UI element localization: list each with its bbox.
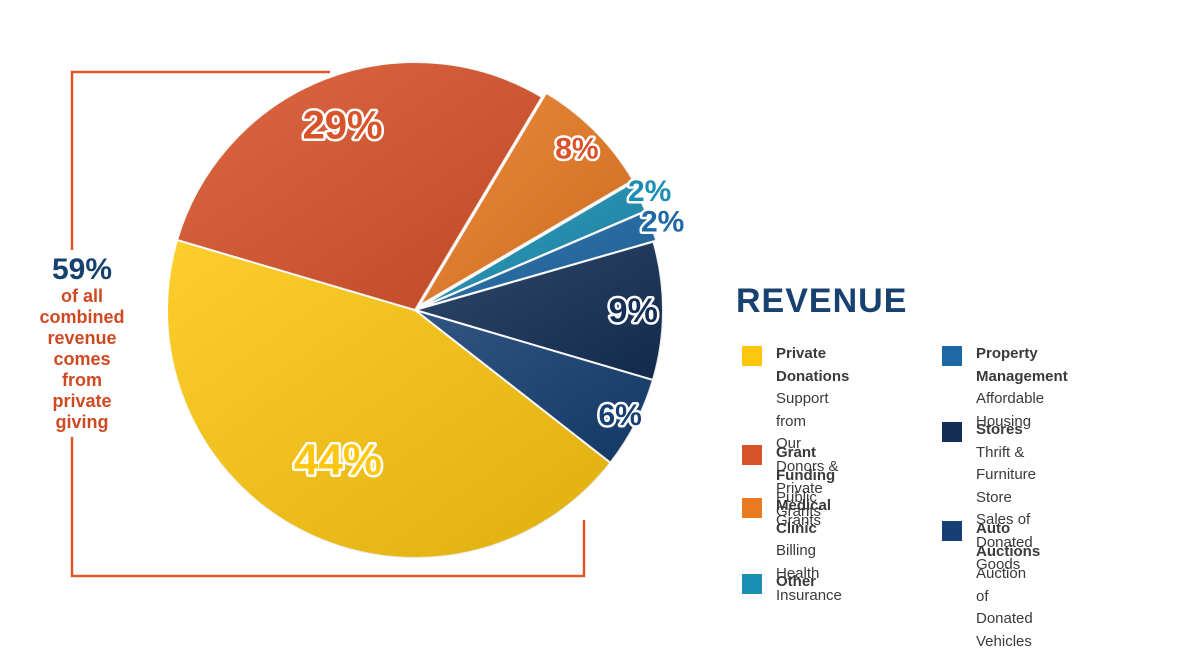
- legend-swatch: [942, 346, 962, 366]
- callout-line: giving: [55, 412, 109, 432]
- pie-data-label: 44%: [294, 435, 382, 484]
- legend-item-name: Medical Clinic: [776, 497, 832, 537]
- legend-swatch: [742, 346, 762, 366]
- legend-item-name: Property: [976, 345, 1038, 362]
- pie-slice-shading: [419, 92, 634, 306]
- legend-item-desc: Private Grants: [776, 480, 823, 520]
- legend-item-desc: Support from: [776, 390, 829, 430]
- legend-item-name: Management: [976, 367, 1068, 385]
- pie-slice-shading: [177, 62, 542, 310]
- pie-data-label: 2%: [641, 205, 684, 238]
- pie-slice-shading: [166, 239, 611, 559]
- legend-item-desc: Store Sales of: [976, 488, 1031, 529]
- legend-item-desc: Public Grants: [776, 489, 822, 529]
- private-giving-bracket: [70, 70, 586, 578]
- private-giving-callout: 59% of all combined revenue comes from p…: [22, 250, 142, 437]
- legend-item-name: Grant Funding: [776, 444, 836, 484]
- pie-slice-shading: [417, 211, 657, 309]
- pie-slice-shading: [417, 183, 646, 309]
- legend-item-other: Other: [742, 571, 816, 594]
- legend-item-name: Private Donations: [776, 345, 850, 385]
- legend-item-desc: Insurance: [776, 587, 842, 604]
- legend-swatch: [942, 422, 962, 442]
- legend-swatch: [742, 498, 762, 518]
- pie-data-label: 6%: [598, 399, 641, 432]
- legend-item-property-management: Property Management Affordable Housing: [942, 343, 1068, 433]
- callout-line: from: [62, 370, 102, 390]
- legend-item-desc: Thrift & Furniture: [976, 443, 1037, 484]
- callout-line: of all: [60, 286, 103, 306]
- legend-item-grant-funding: Grant Funding Public Grants: [742, 442, 835, 532]
- callout-line: revenue: [47, 328, 117, 348]
- legend-item-name: Stores: [976, 421, 1023, 438]
- pie-slice-shading: [415, 310, 653, 463]
- legend-item-desc: Donated Vehicles: [976, 610, 1033, 650]
- legend-item-desc: Auction of: [976, 565, 1027, 605]
- callout-line: combined: [39, 307, 125, 327]
- legend-swatch: [742, 445, 762, 465]
- legend-item-desc: Donated Goods: [976, 533, 1033, 574]
- legend-swatch: [942, 521, 962, 541]
- legend-title: REVENUE: [736, 282, 908, 320]
- legend-item-stores: Stores Thrift & Furniture Store Sales of…: [942, 419, 1036, 577]
- legend-item-medical-clinic: Medical Clinic Billing Health Insurance: [742, 495, 842, 608]
- legend-item-desc: Affordable Housing: [976, 390, 1045, 430]
- pie-data-label: 2%: [628, 175, 671, 208]
- pie-slice-shading: [415, 241, 663, 381]
- callout-line: comes: [53, 349, 111, 369]
- legend-item-name: Other: [776, 573, 817, 590]
- legend-item-name: Auto Auctions: [976, 520, 1041, 560]
- pie-data-label: 9%: [609, 292, 658, 330]
- pie-data-label: 29%: [303, 103, 383, 147]
- callout-line: private: [52, 391, 112, 411]
- legend-swatch: [742, 574, 762, 594]
- legend-item-auto-auctions: Auto Auctions Auction of Donated Vehicle…: [942, 518, 1040, 653]
- legend-item-desc: Billing Health: [776, 542, 820, 582]
- callout-value: 59%: [51, 253, 113, 286]
- legend-item-private-donations: Private Donations Support from Our Donor…: [742, 343, 849, 523]
- pie-data-label: 8%: [555, 133, 598, 166]
- legend-item-desc: Our Donors &: [776, 435, 839, 475]
